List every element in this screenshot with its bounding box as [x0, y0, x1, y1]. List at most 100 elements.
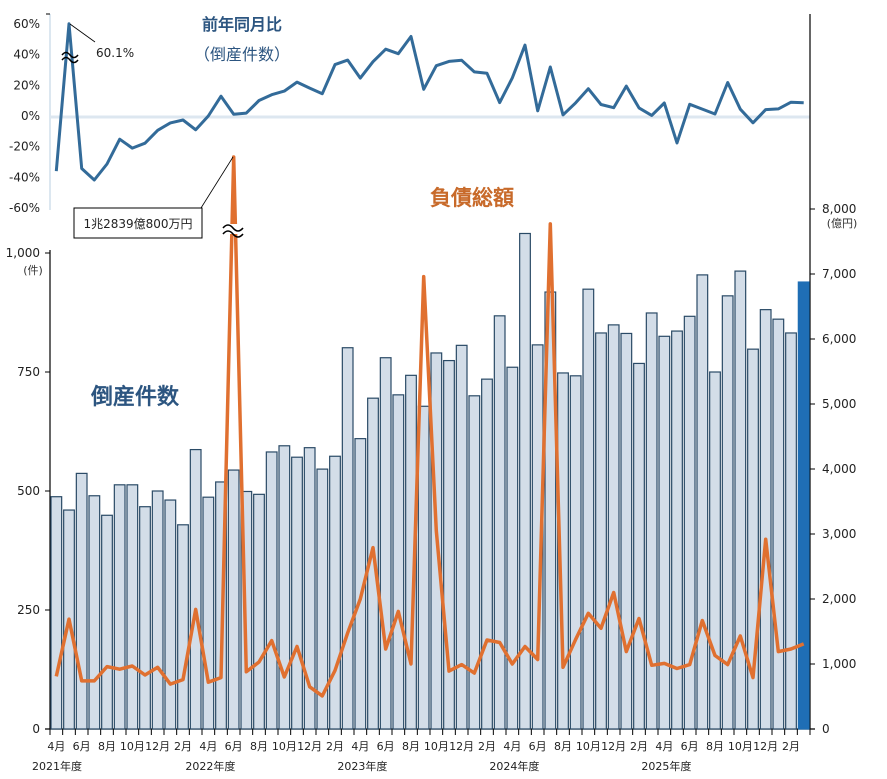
count-bar — [316, 468, 329, 730]
debt-peak-label: 1兆2839億800万円 — [83, 217, 192, 231]
x-month-label: 4月 — [503, 740, 521, 753]
right-tick-label: 6,000 — [822, 332, 856, 346]
right-tick-label: 5,000 — [822, 397, 856, 411]
left-tick-label: 500 — [17, 484, 40, 498]
count-bar — [582, 288, 595, 730]
count-bar — [721, 295, 734, 730]
x-month-label: 4月 — [47, 740, 65, 753]
x-month-label: 12月 — [753, 740, 778, 753]
right-tick-label: 0 — [822, 722, 830, 736]
yoy-tick-label: 0% — [21, 109, 40, 123]
x-month-label: 12月 — [297, 740, 322, 753]
axis-break-icon — [222, 224, 244, 238]
count-bar — [341, 347, 354, 730]
count-bar — [177, 524, 189, 730]
left-tick-label: 1,000 — [6, 246, 40, 260]
debt-peak-leader — [200, 156, 234, 209]
count-bar — [645, 312, 658, 730]
bankruptcy-count-bars — [50, 232, 810, 730]
yoy-peak-leader — [69, 23, 96, 43]
count-bar — [557, 372, 569, 730]
yoy-tick-label: -60% — [9, 201, 40, 215]
count-bar — [379, 357, 392, 730]
x-month-label: 10月 — [728, 740, 753, 753]
count-bar — [291, 456, 303, 730]
count-bar — [265, 451, 278, 730]
debt-total-line — [54, 155, 805, 698]
debt-peak-box — [73, 207, 203, 239]
count-bar — [797, 281, 810, 730]
count-bar — [126, 484, 139, 730]
right-tick-label: 4,000 — [822, 462, 856, 476]
count-bar — [772, 318, 785, 730]
x-month-label: 6月 — [681, 740, 699, 753]
right-tick-label: 2,000 — [822, 592, 856, 606]
fiscal-year-label: 2021年度 — [32, 759, 82, 773]
right-tick-label: 1,000 — [822, 657, 856, 671]
count-bar — [607, 324, 620, 730]
fiscal-year-label: 2025年度 — [641, 759, 691, 773]
right-tick-label: 7,000 — [822, 267, 856, 281]
x-month-label: 4月 — [199, 740, 217, 753]
x-month-label: 8月 — [250, 740, 268, 753]
count-bar — [202, 496, 215, 730]
yoy-peak-label: 60.1% — [96, 46, 134, 60]
count-bar — [88, 495, 101, 730]
right-unit: (億円) — [827, 217, 858, 230]
yoy-tick-label: -40% — [9, 170, 40, 184]
yoy-tick-label: 60% — [13, 17, 40, 31]
debt-title: 負債総額 — [430, 186, 514, 210]
yoy-tick-label: 20% — [13, 78, 40, 92]
right-tick-label: 3,000 — [822, 527, 856, 541]
x-month-label: 2月 — [478, 740, 496, 753]
count-bar — [392, 394, 405, 730]
count-bar — [253, 493, 265, 730]
x-month-label: 10月 — [424, 740, 449, 753]
count-bar — [164, 499, 177, 730]
count-bar — [785, 332, 797, 730]
x-month-label: 6月 — [225, 740, 243, 753]
x-month-label: 8月 — [402, 740, 420, 753]
count-bar — [278, 445, 291, 730]
x-month-label: 2月 — [630, 740, 648, 753]
count-bar — [519, 232, 531, 730]
count-bar — [139, 506, 151, 730]
yoy-tick-label: 40% — [13, 48, 40, 62]
count-bar — [569, 375, 582, 730]
count-bar — [620, 332, 633, 730]
count-bar — [633, 362, 645, 730]
count-bar — [468, 395, 481, 730]
fiscal-year-label: 2023年度 — [337, 759, 387, 773]
count-bar — [417, 405, 430, 730]
x-month-label: 6月 — [377, 740, 395, 753]
x-month-label: 8月 — [554, 740, 572, 753]
fiscal-year-label: 2024年度 — [489, 759, 539, 773]
axis-break-icon — [61, 51, 79, 64]
count-title: 倒産件数 — [90, 384, 180, 410]
x-month-label: 4月 — [351, 740, 369, 753]
count-bar — [747, 348, 759, 730]
x-month-label: 10月 — [576, 740, 601, 753]
count-bar — [696, 274, 709, 730]
count-bar — [215, 481, 227, 730]
x-month-label: 12月 — [601, 740, 626, 753]
count-bar — [151, 490, 164, 730]
count-bar — [75, 472, 88, 730]
count-bar — [50, 496, 63, 730]
x-month-label: 4月 — [655, 740, 673, 753]
yoy-subtitle: （倒産件数） — [194, 45, 290, 64]
count-bar — [595, 332, 607, 730]
x-month-label: 12月 — [145, 740, 170, 753]
right-tick-label: 8,000 — [822, 202, 856, 216]
x-month-label: 6月 — [529, 740, 547, 753]
x-month-label: 10月 — [120, 740, 145, 753]
count-bar — [481, 378, 493, 730]
x-month-label: 6月 — [73, 740, 91, 753]
left-tick-label: 0 — [32, 722, 40, 736]
yoy-tick-label: -20% — [9, 140, 40, 154]
count-bar — [531, 344, 544, 730]
count-bar — [101, 514, 113, 730]
yoy-axis: 60% 40% 20% 0% -20% -40% -60% — [9, 13, 810, 215]
count-bar — [189, 448, 202, 730]
